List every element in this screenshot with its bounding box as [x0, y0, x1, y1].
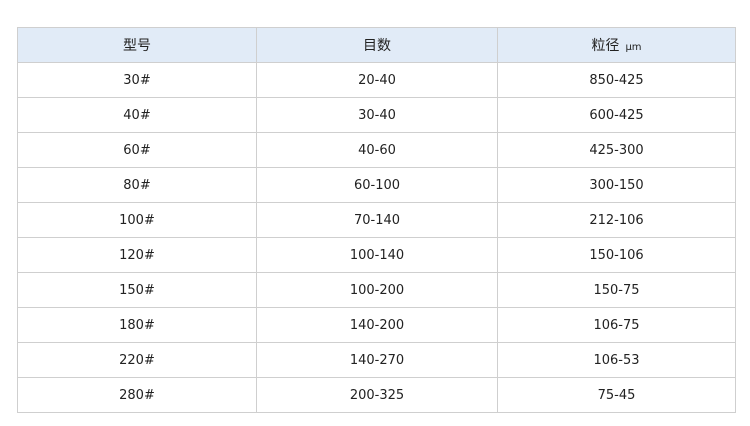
cell-model: 180#: [17, 307, 257, 343]
cell-particle-size: 212-106: [497, 202, 736, 238]
cell-mesh: 140-270: [256, 342, 498, 378]
header-model: 型号: [17, 27, 257, 63]
cell-model: 150#: [17, 272, 257, 308]
cell-mesh: 70-140: [256, 202, 498, 238]
header-particle-size: 粒径 μm: [497, 27, 736, 63]
table-row: 80# 60-100 300-150: [17, 167, 736, 203]
cell-particle-size: 106-75: [497, 307, 736, 343]
cell-model: 220#: [17, 342, 257, 378]
table-row: 30# 20-40 850-425: [17, 62, 736, 98]
cell-particle-size: 425-300: [497, 132, 736, 168]
table-row: 100# 70-140 212-106: [17, 202, 736, 238]
cell-mesh: 100-200: [256, 272, 498, 308]
mesh-size-table: 型号 目数 粒径 μm 30# 20-40 850-425 40# 30-40 600-42…: [17, 27, 736, 413]
header-mesh: 目数: [256, 27, 498, 63]
cell-model: 280#: [17, 377, 257, 413]
table-row: 280# 200-325 75-45: [17, 377, 736, 413]
cell-mesh: 30-40: [256, 97, 498, 133]
cell-mesh: 200-325: [256, 377, 498, 413]
cell-particle-size: 150-106: [497, 237, 736, 273]
table-row: 40# 30-40 600-425: [17, 97, 736, 133]
cell-model: 60#: [17, 132, 257, 168]
table-row: 180# 140-200 106-75: [17, 307, 736, 343]
cell-particle-size: 850-425: [497, 62, 736, 98]
table-row: 150# 100-200 150-75: [17, 272, 736, 308]
cell-mesh: 60-100: [256, 167, 498, 203]
cell-model: 80#: [17, 167, 257, 203]
cell-particle-size: 300-150: [497, 167, 736, 203]
cell-particle-size: 600-425: [497, 97, 736, 133]
table-row: 120# 100-140 150-106: [17, 237, 736, 273]
table-row: 60# 40-60 425-300: [17, 132, 736, 168]
cell-model: 30#: [17, 62, 257, 98]
cell-particle-size: 75-45: [497, 377, 736, 413]
unit-label: μm: [625, 42, 642, 53]
table-row: 220# 140-270 106-53: [17, 342, 736, 378]
cell-model: 120#: [17, 237, 257, 273]
cell-particle-size: 106-53: [497, 342, 736, 378]
cell-mesh: 100-140: [256, 237, 498, 273]
cell-particle-size: 150-75: [497, 272, 736, 308]
cell-model: 100#: [17, 202, 257, 238]
cell-mesh: 40-60: [256, 132, 498, 168]
header-particle-size-label: 粒径: [591, 38, 620, 54]
cell-model: 40#: [17, 97, 257, 133]
header-row: 型号 目数 粒径 μm: [17, 27, 736, 63]
cell-mesh: 20-40: [256, 62, 498, 98]
cell-mesh: 140-200: [256, 307, 498, 343]
